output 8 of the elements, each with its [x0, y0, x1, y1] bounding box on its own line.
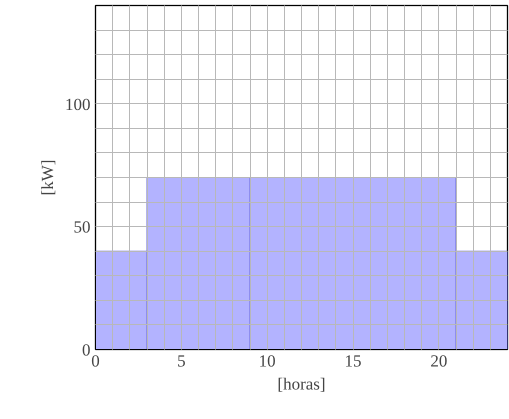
x-tick-label: 20 — [430, 352, 448, 370]
y-tick-label: 100 — [65, 94, 90, 114]
x-tick-label: 10 — [258, 352, 276, 370]
x-axis-title: [horas] — [277, 374, 326, 394]
x-tick-label: 15 — [344, 352, 362, 370]
y-axis-title: [kW] — [38, 160, 57, 196]
x-tick-label: 5 — [177, 352, 186, 370]
y-tick-label: 50 — [74, 218, 90, 237]
